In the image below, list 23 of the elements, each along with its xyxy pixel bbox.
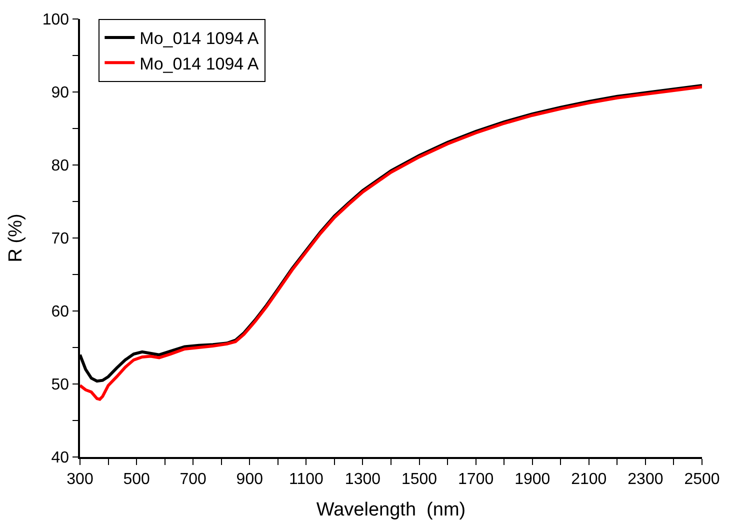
- y-tick-label: 100: [42, 12, 70, 29]
- x-tick-label: 1500: [401, 470, 438, 488]
- x-axis-title: Wavelength (nm): [316, 499, 466, 520]
- x-tick-label: 1300: [344, 470, 381, 488]
- y-tick-label: 40: [51, 450, 70, 467]
- x-tick-label: 300: [66, 470, 94, 488]
- x-tick-label: 500: [123, 470, 150, 488]
- y-axis-title: R (%): [6, 214, 27, 262]
- x-tick-label: 2300: [628, 470, 664, 488]
- x-tick-label: 700: [180, 470, 207, 488]
- x-tick-label: 900: [236, 470, 264, 488]
- x-tick-label: 1100: [288, 470, 324, 488]
- y-tick-label: 60: [51, 304, 70, 321]
- x-tick-label: 2500: [684, 470, 720, 488]
- y-tick-label: 80: [51, 158, 70, 175]
- x-tick-label: 1900: [514, 470, 550, 488]
- y-tick-label: 70: [51, 230, 70, 248]
- legend-label: Mo_014 1094 A: [140, 29, 260, 48]
- x-tick-label: 2100: [571, 470, 607, 488]
- y-tick-label: 50: [51, 376, 70, 394]
- legend-label: Mo_014 1094 A: [140, 54, 260, 74]
- x-tick-label: 1700: [458, 470, 494, 488]
- y-tick-label: 90: [51, 84, 70, 102]
